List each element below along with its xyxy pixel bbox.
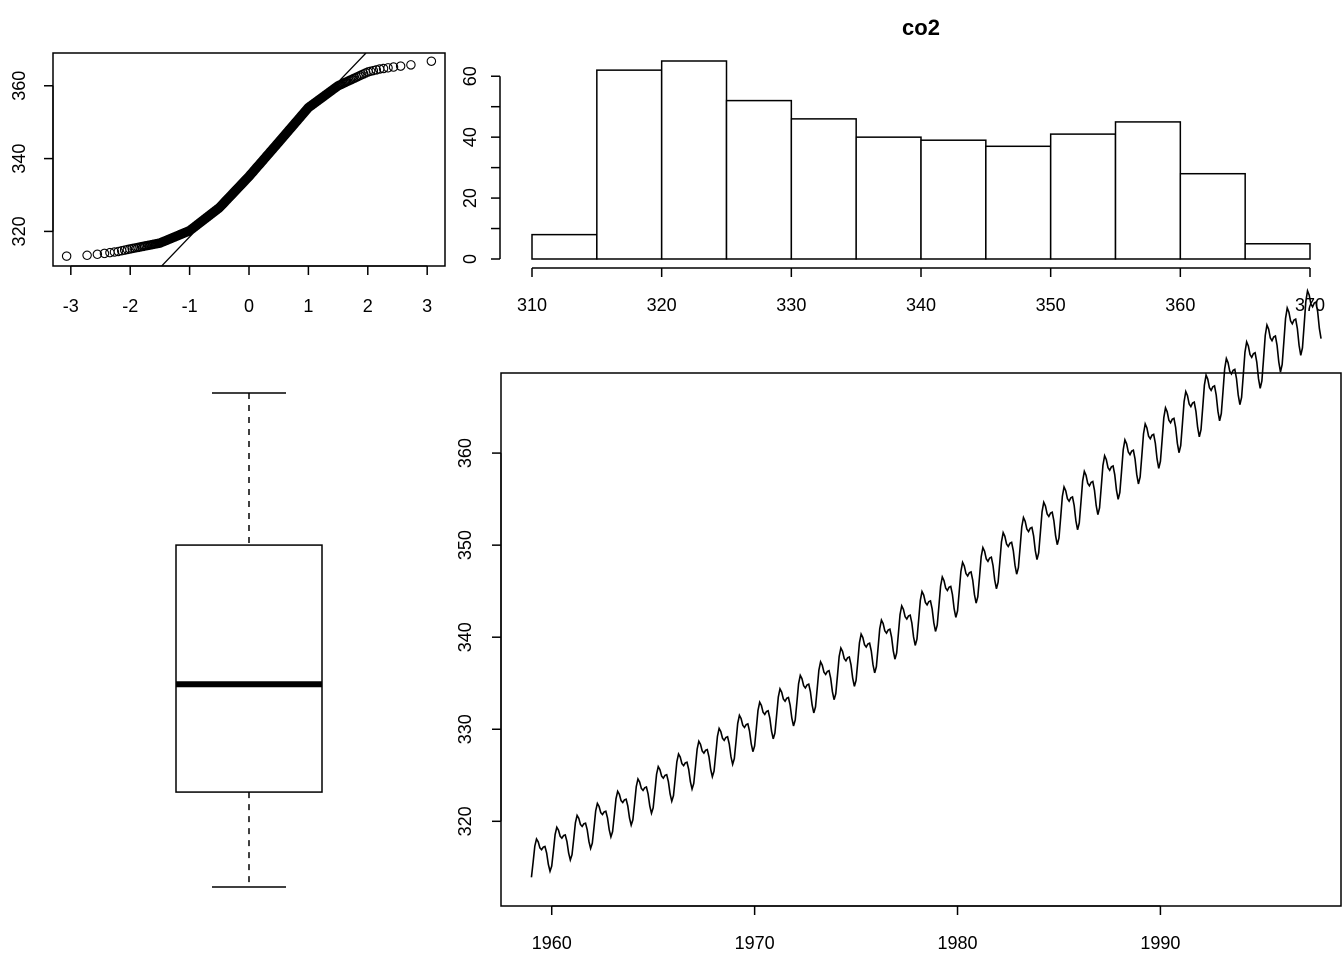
qq-x-tick-label: 3 — [422, 296, 432, 316]
histogram-y-tick-label: 0 — [460, 254, 480, 264]
qq-point — [383, 63, 393, 73]
histogram-x-tick-label: 350 — [1036, 295, 1066, 315]
qq-point — [82, 250, 92, 261]
boxplot — [175, 392, 323, 888]
qq-points — [61, 56, 437, 261]
histogram-x-tick-label: 360 — [1165, 295, 1195, 315]
qq-point — [61, 251, 72, 261]
time-series-x-tick-label: 1960 — [532, 933, 572, 953]
qq-clip-group — [160, 53, 367, 266]
histogram-bar — [725, 99, 793, 260]
qq-y-tick-label: 340 — [9, 144, 29, 174]
histogram-bar — [920, 139, 987, 260]
qq-x-tick-label: -3 — [63, 296, 79, 316]
time-series-y-tick-label: 350 — [455, 530, 475, 560]
histogram-bar — [855, 136, 922, 260]
histogram-y-tick-label: 20 — [460, 188, 480, 208]
qq-y-tick-label: 360 — [9, 71, 29, 101]
histogram-bar — [790, 118, 857, 260]
time-series-x-tick-label: 1970 — [735, 933, 775, 953]
histogram-title: co2 — [902, 15, 940, 40]
time-series-x-tick-label: 1980 — [937, 933, 977, 953]
qq-point — [395, 61, 406, 71]
qq-point — [371, 65, 382, 75]
histogram-bar — [1244, 243, 1311, 260]
histogram-bar — [1049, 133, 1117, 260]
histogram-x-tick-label: 320 — [647, 295, 677, 315]
time-series-y-tick-label: 360 — [455, 438, 475, 468]
time-series-line — [530, 287, 1322, 878]
time-series-y-tick-label: 340 — [455, 622, 475, 652]
histogram-bar — [596, 69, 663, 260]
histogram-x-axis: 310 320 330 340 350 360 370 — [517, 267, 1325, 315]
qq-plot: -3 -2 -1 0 1 2 3 320 340 360 — [9, 52, 446, 316]
histogram-x-tick-label: 330 — [776, 295, 806, 315]
qq-reference-line — [160, 53, 367, 266]
histogram-bar — [531, 233, 598, 260]
qq-x-tick-label: -2 — [122, 296, 138, 316]
time-series-plot: 1960 1970 1980 1990 320 330 340 350 360 — [455, 287, 1342, 953]
qq-x-tick-label: -1 — [182, 296, 198, 316]
boxplot-box — [175, 544, 323, 793]
time-series-area — [530, 287, 1322, 878]
time-series-y-tick-label: 330 — [455, 714, 475, 744]
qq-point — [388, 62, 399, 72]
qq-x-axis: -3 -2 -1 0 1 2 3 — [63, 265, 432, 316]
qq-point — [378, 63, 389, 74]
histogram-bar — [660, 60, 728, 260]
histogram-x-tick-label: 310 — [517, 295, 547, 315]
histogram-y-axis: 0 20 40 60 — [460, 66, 501, 264]
time-series-frame — [500, 372, 1342, 907]
qq-point — [109, 247, 120, 257]
histogram-y-tick-label: 60 — [460, 66, 480, 86]
qq-point — [113, 246, 124, 257]
qq-plot-frame — [52, 52, 446, 267]
histogram-bar — [1114, 121, 1182, 260]
histogram-bar — [985, 145, 1052, 260]
time-series-x-tick-label: 1990 — [1140, 933, 1180, 953]
qq-y-tick-label: 320 — [9, 216, 29, 246]
histogram-bar — [1179, 172, 1246, 260]
qq-point — [406, 60, 416, 70]
time-series-y-axis: 320 330 340 350 360 — [455, 438, 502, 836]
histogram-x-tick-label: 340 — [906, 295, 936, 315]
histogram-y-tick-label: 40 — [460, 127, 480, 147]
qq-point — [99, 248, 110, 259]
qq-plot-area — [61, 53, 437, 266]
qq-x-tick-label: 0 — [244, 296, 254, 316]
qq-point — [92, 249, 103, 260]
qq-y-axis: 320 340 360 — [9, 71, 54, 246]
time-series-x-axis: 1960 1970 1980 1990 — [532, 905, 1180, 953]
qq-x-tick-label: 2 — [363, 296, 373, 316]
qq-point — [426, 56, 437, 66]
histogram-bars — [531, 60, 1311, 260]
time-series-y-tick-label: 320 — [455, 806, 475, 836]
qq-x-tick-label: 1 — [303, 296, 313, 316]
